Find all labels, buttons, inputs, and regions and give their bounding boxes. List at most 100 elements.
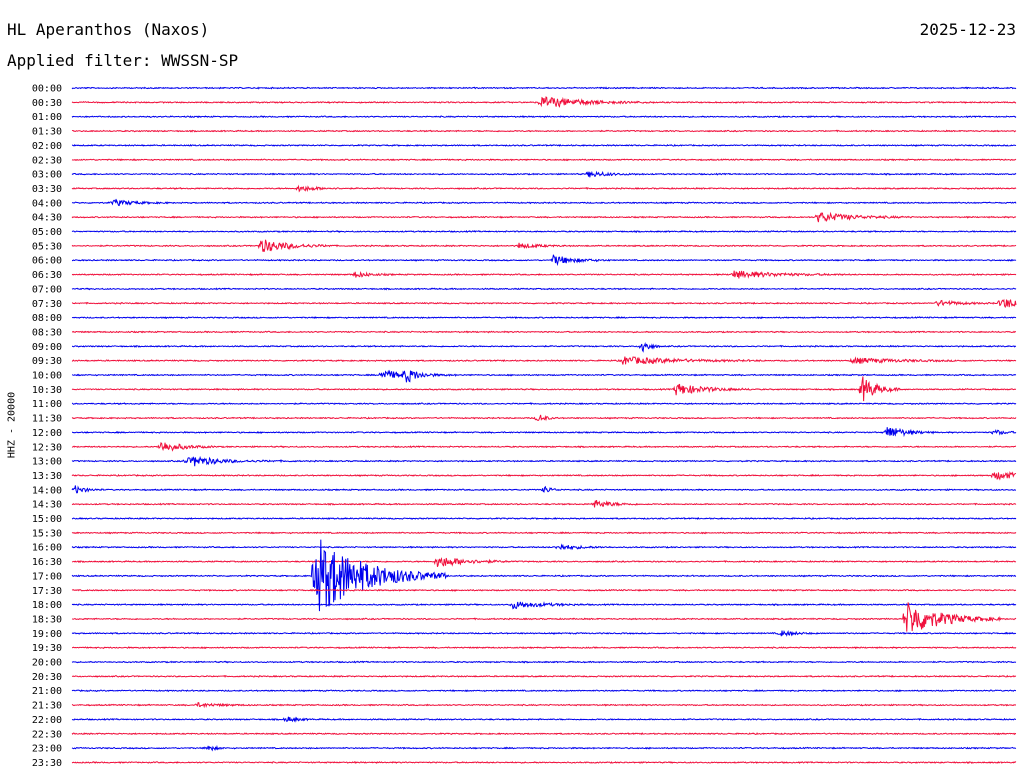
seismogram-trace — [71, 198, 1017, 207]
time-tick-label: 07:30 — [32, 299, 62, 310]
time-tick-label: 07:00 — [32, 284, 62, 295]
seismogram-trace — [71, 211, 1017, 223]
seismogram-trace — [71, 485, 1016, 494]
time-tick-label: 14:00 — [32, 485, 62, 496]
seismogram-trace — [71, 316, 1017, 320]
time-tick-label: 02:00 — [32, 141, 62, 152]
seismogram-trace — [71, 239, 1017, 252]
time-tick-label: 12:30 — [32, 442, 62, 453]
time-tick-label: 03:30 — [32, 184, 62, 195]
seismogram-trace — [71, 170, 1017, 178]
time-tick-label: 13:30 — [32, 471, 62, 482]
seismogram-trace — [71, 414, 1017, 422]
time-tick-label: 16:00 — [32, 543, 62, 554]
seismogram-trace — [71, 254, 1017, 267]
time-tick-label: 04:00 — [32, 198, 62, 209]
seismogram-trace — [71, 356, 1017, 365]
time-tick-label: 20:30 — [32, 672, 62, 683]
filter-label: Applied filter: WWSSN-SP — [7, 51, 239, 70]
time-tick-label: 20:00 — [32, 658, 62, 669]
seismogram-trace — [71, 298, 1017, 309]
time-tick-label: 00:30 — [32, 98, 62, 109]
time-tick-label: 09:00 — [32, 342, 62, 353]
seismogram-trace — [71, 184, 1017, 193]
time-tick-label: 19:30 — [32, 643, 62, 654]
seismogram-trace — [71, 86, 1017, 90]
seismogram-trace — [71, 588, 1017, 592]
time-tick-label: 23:00 — [32, 744, 62, 755]
seismogram-trace — [71, 646, 1017, 650]
time-tick-label: 12:00 — [32, 428, 62, 439]
time-tick-label: 17:30 — [32, 586, 62, 597]
time-tick-label: 03:00 — [32, 170, 62, 181]
seismogram-trace — [71, 129, 1017, 133]
date-label: 2025-12-23 — [919, 20, 1016, 39]
seismogram-trace — [71, 601, 1017, 610]
time-tick-label: 18:00 — [32, 600, 62, 611]
time-tick-label: 08:30 — [32, 327, 62, 338]
time-tick-label: 04:30 — [32, 213, 62, 224]
seismogram-trace — [71, 427, 1017, 438]
seismogram-trace — [71, 702, 1017, 709]
seismogram-trace — [71, 500, 1017, 508]
seismogram-trace — [71, 369, 1017, 383]
seismogram-trace — [71, 531, 1017, 535]
seismogram-trace — [71, 629, 1017, 637]
time-tick-label: 05:30 — [32, 241, 62, 252]
seismogram-trace — [71, 115, 1017, 119]
seismogram-trace — [71, 143, 1017, 147]
time-tick-label: 10:30 — [32, 385, 62, 396]
time-tick-label: 15:00 — [32, 514, 62, 525]
station-title: HL Aperanthos (Naxos) — [7, 20, 210, 39]
time-tick-label: 06:30 — [32, 270, 62, 281]
time-tick-label: 11:00 — [32, 399, 62, 410]
time-tick-label: 13:00 — [32, 457, 62, 468]
seismogram-trace — [71, 442, 1017, 452]
time-tick-label: 00:00 — [32, 84, 62, 95]
time-tick-label: 15:30 — [32, 528, 62, 539]
time-tick-label: 14:30 — [32, 500, 62, 511]
traces-group — [71, 86, 1017, 765]
time-tick-label: 10:00 — [32, 371, 62, 382]
seismogram-trace — [71, 96, 1017, 108]
seismogram-trace — [71, 455, 1017, 467]
time-tick-label: 08:00 — [32, 313, 62, 324]
seismogram-trace — [71, 402, 1017, 406]
seismogram-trace — [71, 516, 1017, 520]
time-ticks-group: 00:00 00:30 01:00 01:30 02:00 02:30 03:00 03:30… — [32, 84, 62, 769]
time-tick-label: 16:30 — [32, 557, 62, 568]
time-tick-label: 01:30 — [32, 127, 62, 138]
seismogram-trace — [71, 543, 1017, 551]
seismogram-trace — [71, 716, 1017, 723]
seismogram-trace — [71, 470, 1017, 481]
time-tick-label: 22:30 — [32, 729, 62, 740]
time-tick-label: 05:00 — [32, 227, 62, 238]
seismogram-trace — [71, 557, 1017, 568]
seismogram-trace — [71, 602, 1017, 632]
time-tick-label: 19:00 — [32, 629, 62, 640]
time-tick-label: 02:30 — [32, 155, 62, 166]
time-tick-label: 18:30 — [32, 614, 62, 625]
seismogram-trace — [71, 341, 1017, 353]
seismogram-trace — [71, 287, 1017, 291]
time-tick-label: 21:00 — [32, 686, 62, 697]
time-tick-label: 17:00 — [32, 571, 62, 582]
time-tick-label: 21:30 — [32, 701, 62, 712]
seismogram-trace — [71, 760, 1017, 765]
seismogram-trace — [71, 330, 1017, 334]
time-tick-label: 22:00 — [32, 715, 62, 726]
seismogram-trace — [71, 744, 1017, 752]
time-tick-label: 06:00 — [32, 256, 62, 267]
time-tick-label: 01:00 — [32, 112, 62, 123]
seismogram-trace — [71, 376, 1017, 402]
time-tick-label: 09:30 — [32, 356, 62, 367]
seismogram-trace — [71, 270, 1017, 279]
seismogram-trace — [71, 674, 1017, 678]
seismogram-trace — [71, 158, 1017, 162]
seismogram-trace — [71, 732, 1017, 736]
time-tick-label: 11:30 — [32, 414, 62, 425]
seismogram-trace — [71, 229, 1017, 234]
time-tick-label: 23:30 — [32, 758, 62, 769]
seismogram-trace — [71, 539, 1017, 612]
